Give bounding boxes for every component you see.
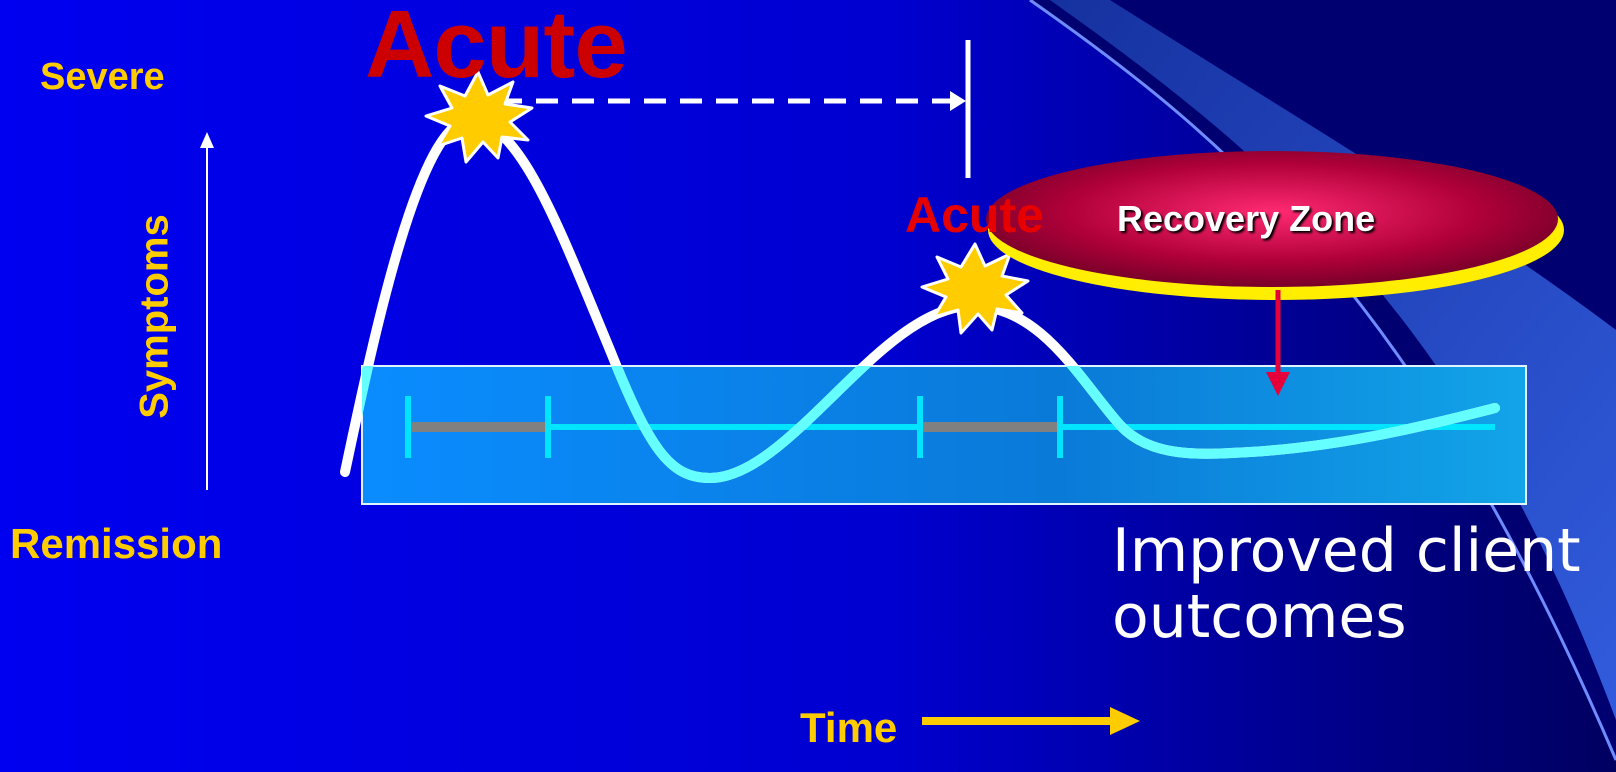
- acute-label-secondary: Acute: [905, 187, 1044, 243]
- background-swoosh-light: [1050, 0, 1616, 720]
- acute-burst-icon: [424, 70, 534, 164]
- y-axis-arrow: [200, 132, 214, 490]
- recovery-band: [361, 365, 1527, 505]
- acute-label-primary: Acute: [365, 0, 628, 98]
- outcome-text: Improved client outcomes: [1112, 516, 1581, 652]
- x-axis-title: Time: [800, 704, 898, 751]
- remission-label: Remission: [10, 520, 223, 567]
- recovery-zone-label: Recovery Zone: [1117, 198, 1376, 239]
- recovery-zone: [986, 151, 1564, 300]
- episode-interval-arrow: [500, 40, 971, 178]
- severe-label: Severe: [40, 56, 165, 98]
- time-arrow: [922, 707, 1140, 735]
- zone-arrow: [1266, 290, 1290, 396]
- y-axis-title: Symptoms: [132, 214, 177, 419]
- acute-burst-icon: [920, 242, 1030, 335]
